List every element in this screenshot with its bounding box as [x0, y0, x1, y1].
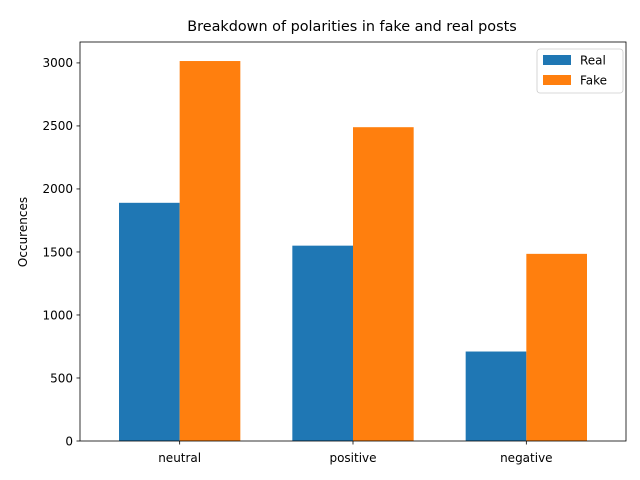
y-tick-label: 1000: [42, 308, 73, 322]
x-tick-label-positive: positive: [329, 451, 376, 465]
legend: Real Fake: [536, 48, 624, 94]
y-axis-label: Occurences: [16, 197, 30, 267]
legend-swatch-fake: [543, 75, 571, 85]
y-tick-label: 2500: [42, 119, 73, 133]
bar-fake-negative: [526, 253, 587, 441]
legend-label-real: Real: [580, 54, 606, 68]
bar-real-neutral: [119, 202, 180, 441]
x-tick-label-negative: negative: [500, 451, 552, 465]
legend-label-fake: Fake: [580, 74, 607, 88]
legend-swatch-real: [543, 55, 571, 65]
bar-fake-neutral: [179, 61, 241, 442]
y-tick-label: 0: [65, 434, 73, 448]
y-tick-label: 3000: [42, 56, 73, 70]
plot-area: 0 500 1000 1500 2000 2500 3000 neutral positive n…: [42, 41, 627, 465]
y-tick-label: 2000: [42, 182, 73, 196]
y-tick-label: 500: [50, 371, 73, 385]
y-tick-label: 1500: [42, 245, 73, 259]
bar-real-positive: [292, 245, 353, 441]
chart-title: Breakdown of polarities in fake and real…: [187, 19, 516, 35]
bar-fake-positive: [353, 127, 414, 441]
x-tick-label-neutral: neutral: [158, 451, 201, 465]
bar-real-negative: [465, 351, 527, 441]
